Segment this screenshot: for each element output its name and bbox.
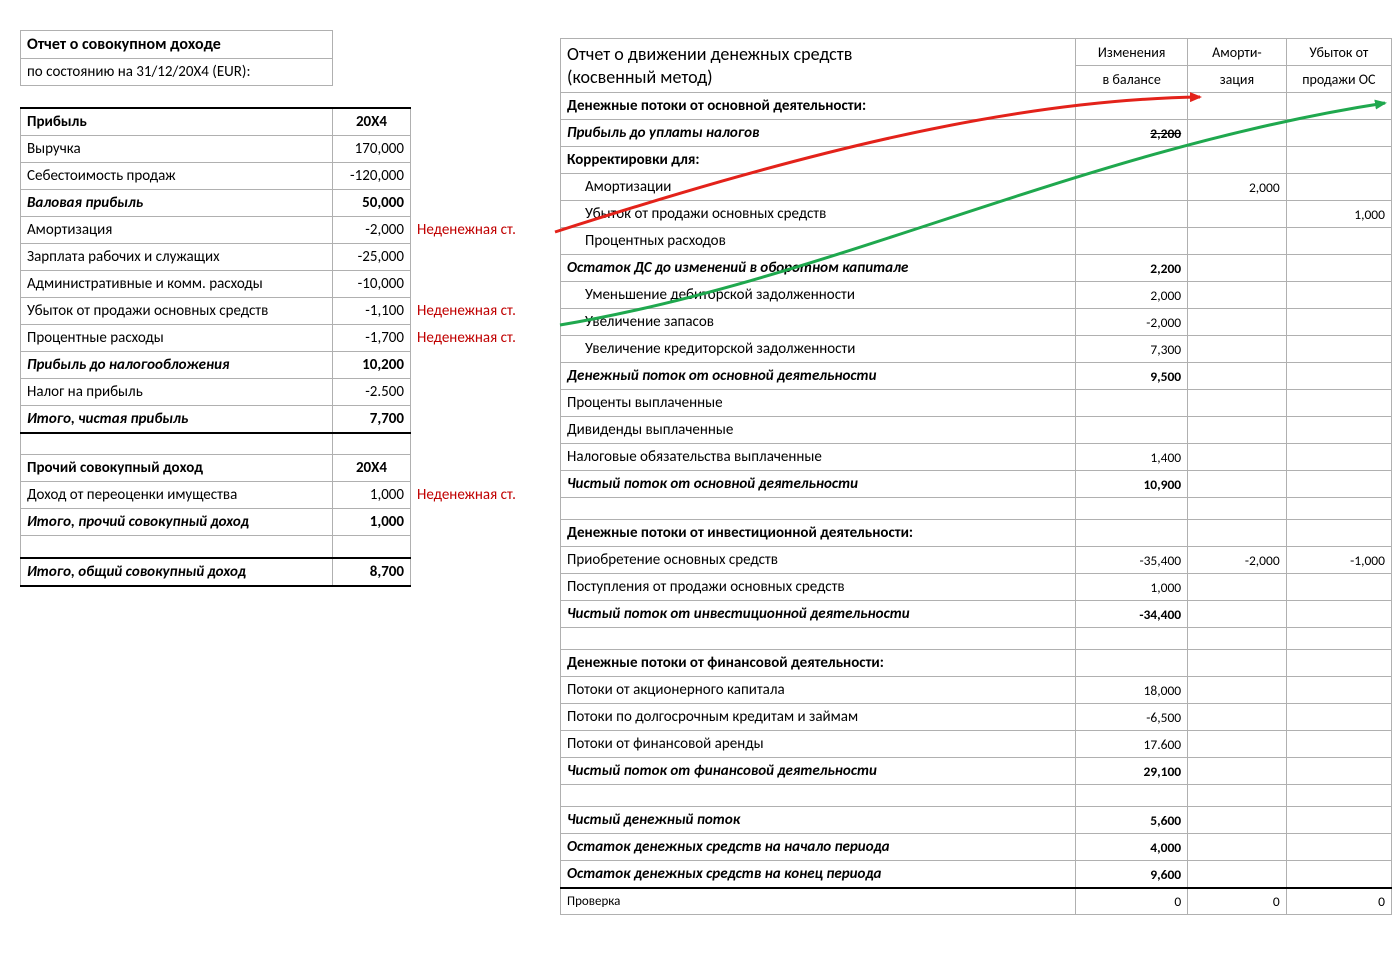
row-net-fin: Чистый поток от финансовой деятельности: [561, 758, 1076, 785]
col-changes-header: Изменения: [1076, 39, 1188, 66]
oci-header: Прочий совокупный доход: [21, 455, 333, 482]
table-income-statement: Отчет о совокупном доходе по состоянию н…: [20, 30, 541, 587]
note-noncash: Неденежная ст.: [411, 297, 541, 324]
row-inv: Увеличение запасов: [561, 309, 1076, 336]
row-cogs: Себестоимость продаж: [21, 162, 333, 189]
asof-label: по состоянию на 31/12/20X4 (EUR):: [21, 59, 333, 86]
row-admin: Административные и комм. расходы: [21, 270, 333, 297]
table-cashflow: Отчет о движении денежных средств(косвен…: [560, 38, 1392, 915]
row-gross: Валовая прибыль: [21, 189, 333, 216]
row-total-comprehensive: Итого, общий совокупный доход: [21, 558, 333, 586]
page-root: Отчет о совокупном доходе по состоянию н…: [0, 0, 1400, 965]
title-cashflow: Отчет о движении денежных средств(косвен…: [561, 39, 1076, 93]
row-net-inv: Чистый поток от инвестиционной деятельно…: [561, 601, 1076, 628]
row-check: Проверка: [561, 888, 1076, 915]
row-revenue: Выручка: [21, 135, 333, 162]
year-cell: 20X4: [333, 108, 411, 136]
row-ar: Уменьшение дебиторской задолженности: [561, 282, 1076, 309]
row-int-paid: Проценты выплаченные: [561, 390, 1076, 417]
row-interest-exp: Процентные расходы: [21, 324, 333, 351]
row-op-head: Денежные потоки от основной деятельности…: [561, 93, 1076, 120]
row-wages: Зарплата рабочих и служащих: [21, 243, 333, 270]
col-loss-header: Убыток от: [1286, 39, 1391, 66]
row-cf-op: Денежный поток от основной деятельности: [561, 363, 1076, 390]
note-noncash: Неденежная ст.: [411, 216, 541, 243]
row-fin-head: Денежные потоки от финансовой деятельнос…: [561, 650, 1076, 677]
profit-header: Прибыль: [21, 108, 333, 136]
row-loans: Потоки по долгосрочным кредитам и займам: [561, 704, 1076, 731]
row-cash-end: Остаток денежных средств на конец период…: [561, 861, 1076, 889]
row-adj-int: Процентных расходов: [561, 228, 1076, 255]
row-equity: Потоки от акционерного капитала: [561, 677, 1076, 704]
row-adj-dep: Амортизации: [561, 174, 1076, 201]
row-net-cf: Чистый денежный поток: [561, 807, 1076, 834]
col-amort-header: Аморти-: [1188, 39, 1287, 66]
note-noncash: Неденежная ст.: [411, 324, 541, 351]
row-loss-fa: Убыток от продажи основных средств: [21, 297, 333, 324]
row-oci-total: Итого, прочий совокупный доход: [21, 509, 333, 536]
row-pbt: Прибыль до налогообложения: [21, 351, 333, 378]
row-wc-head: Остаток ДС до изменений в оборотном капи…: [561, 255, 1076, 282]
row-depreciation: Амортизация: [21, 216, 333, 243]
row-ap: Увеличение кредиторской задолженности: [561, 336, 1076, 363]
title-income: Отчет о совокупном доходе: [21, 31, 333, 59]
row-adjustments: Корректировки для:: [561, 147, 1076, 174]
row-r-pbt: Прибыль до уплаты налогов: [561, 120, 1076, 147]
row-inv-head: Денежные потоки от инвестиционной деятел…: [561, 520, 1076, 547]
row-div-paid: Дивиденды выплаченные: [561, 417, 1076, 444]
row-disposal: Поступления от продажи основных средств: [561, 574, 1076, 601]
note-noncash: Неденежная ст.: [411, 482, 541, 509]
row-net-profit: Итого, чистая прибыль: [21, 405, 333, 433]
row-cash-begin: Остаток денежных средств на начало перио…: [561, 834, 1076, 861]
row-capex: Приобретение основных средств: [561, 547, 1076, 574]
row-lease: Потоки от финансовой аренды: [561, 731, 1076, 758]
row-tax: Налог на прибыль: [21, 378, 333, 405]
row-adj-loss: Убыток от продажи основных средств: [561, 201, 1076, 228]
row-reval: Доход от переоценки имущества: [21, 482, 333, 509]
row-tax-paid: Налоговые обязательства выплаченные: [561, 444, 1076, 471]
row-net-op: Чистый поток от основной деятельности: [561, 471, 1076, 498]
